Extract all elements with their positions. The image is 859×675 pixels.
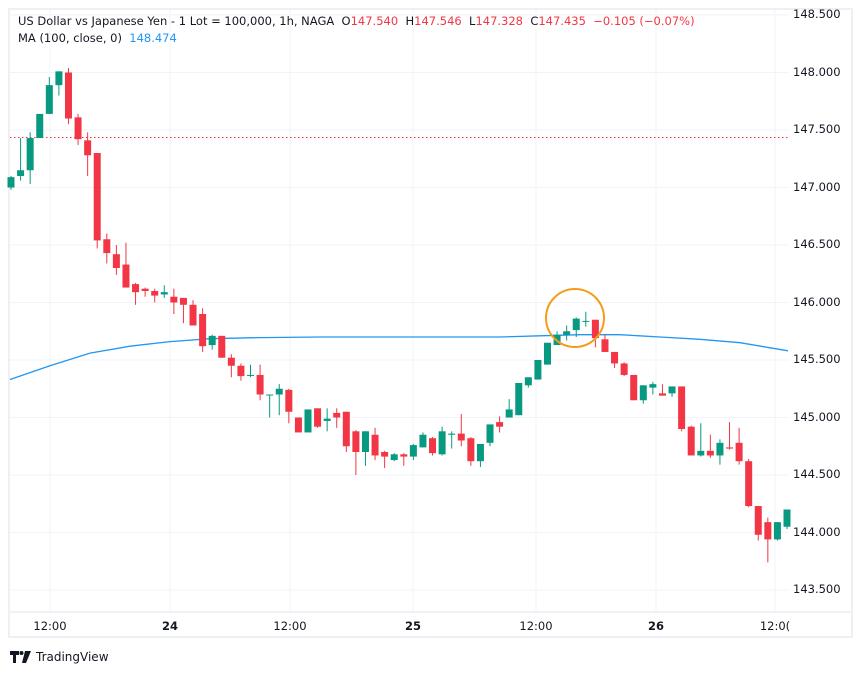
price-axis-label: 146.000 xyxy=(793,294,841,309)
chart-legend: US Dollar vs Japanese Yen - 1 Lot = 100,… xyxy=(18,13,695,47)
low-label: L xyxy=(469,14,476,28)
ma-row[interactable]: MA (100, close, 0) 148.474 xyxy=(18,30,695,47)
price-axis-label: 144.500 xyxy=(793,467,841,481)
price-axis-label: 148.000 xyxy=(793,64,841,79)
time-axis-label: 12:00 xyxy=(273,619,307,633)
open-label: O xyxy=(341,14,351,28)
high-value: 147.546 xyxy=(414,14,462,28)
moving-average-line xyxy=(9,334,789,381)
tradingview-logo[interactable]: TradingView xyxy=(10,650,109,664)
low-value: 147.328 xyxy=(475,14,523,28)
symbol-title: US Dollar vs Japanese Yen - 1 Lot = 100,… xyxy=(18,14,335,28)
ma-label: MA (100, close, 0) xyxy=(18,31,122,45)
grid-lines xyxy=(10,10,789,612)
change-value: −0.105 (−0.07%) xyxy=(593,14,695,28)
price-axis-label: 147.500 xyxy=(793,122,841,136)
high-label: H xyxy=(405,14,415,28)
price-axis-label: 147.000 xyxy=(793,179,841,194)
tradingview-logo-icon xyxy=(10,651,31,663)
close-value: 147.435 xyxy=(538,14,586,28)
highlight-circle xyxy=(545,288,605,348)
price-axis-label: 146.500 xyxy=(793,237,841,251)
price-axis-label: 144.000 xyxy=(793,524,841,539)
price-axis-label: 145.500 xyxy=(793,352,841,366)
price-axis-label: 148.500 xyxy=(793,7,841,21)
candles xyxy=(7,67,791,563)
time-axis-label: 25 xyxy=(404,619,422,633)
symbol-row: US Dollar vs Japanese Yen - 1 Lot = 100,… xyxy=(18,13,695,30)
price-axis-label: 143.500 xyxy=(793,582,841,596)
chart-frame xyxy=(8,8,853,638)
close-label: C xyxy=(530,14,539,28)
time-axis-label: 12:0( xyxy=(759,619,791,633)
time-axis-label: 12:00 xyxy=(33,619,67,633)
time-axis-label: 26 xyxy=(647,619,665,633)
time-axis-label: 12:00 xyxy=(519,619,553,633)
brand-name: TradingView xyxy=(36,650,109,664)
ma-value: 148.474 xyxy=(129,31,177,45)
price-axis-label: 145.000 xyxy=(793,409,841,424)
time-axis-label: 24 xyxy=(161,619,179,633)
open-value: 147.540 xyxy=(350,14,399,28)
